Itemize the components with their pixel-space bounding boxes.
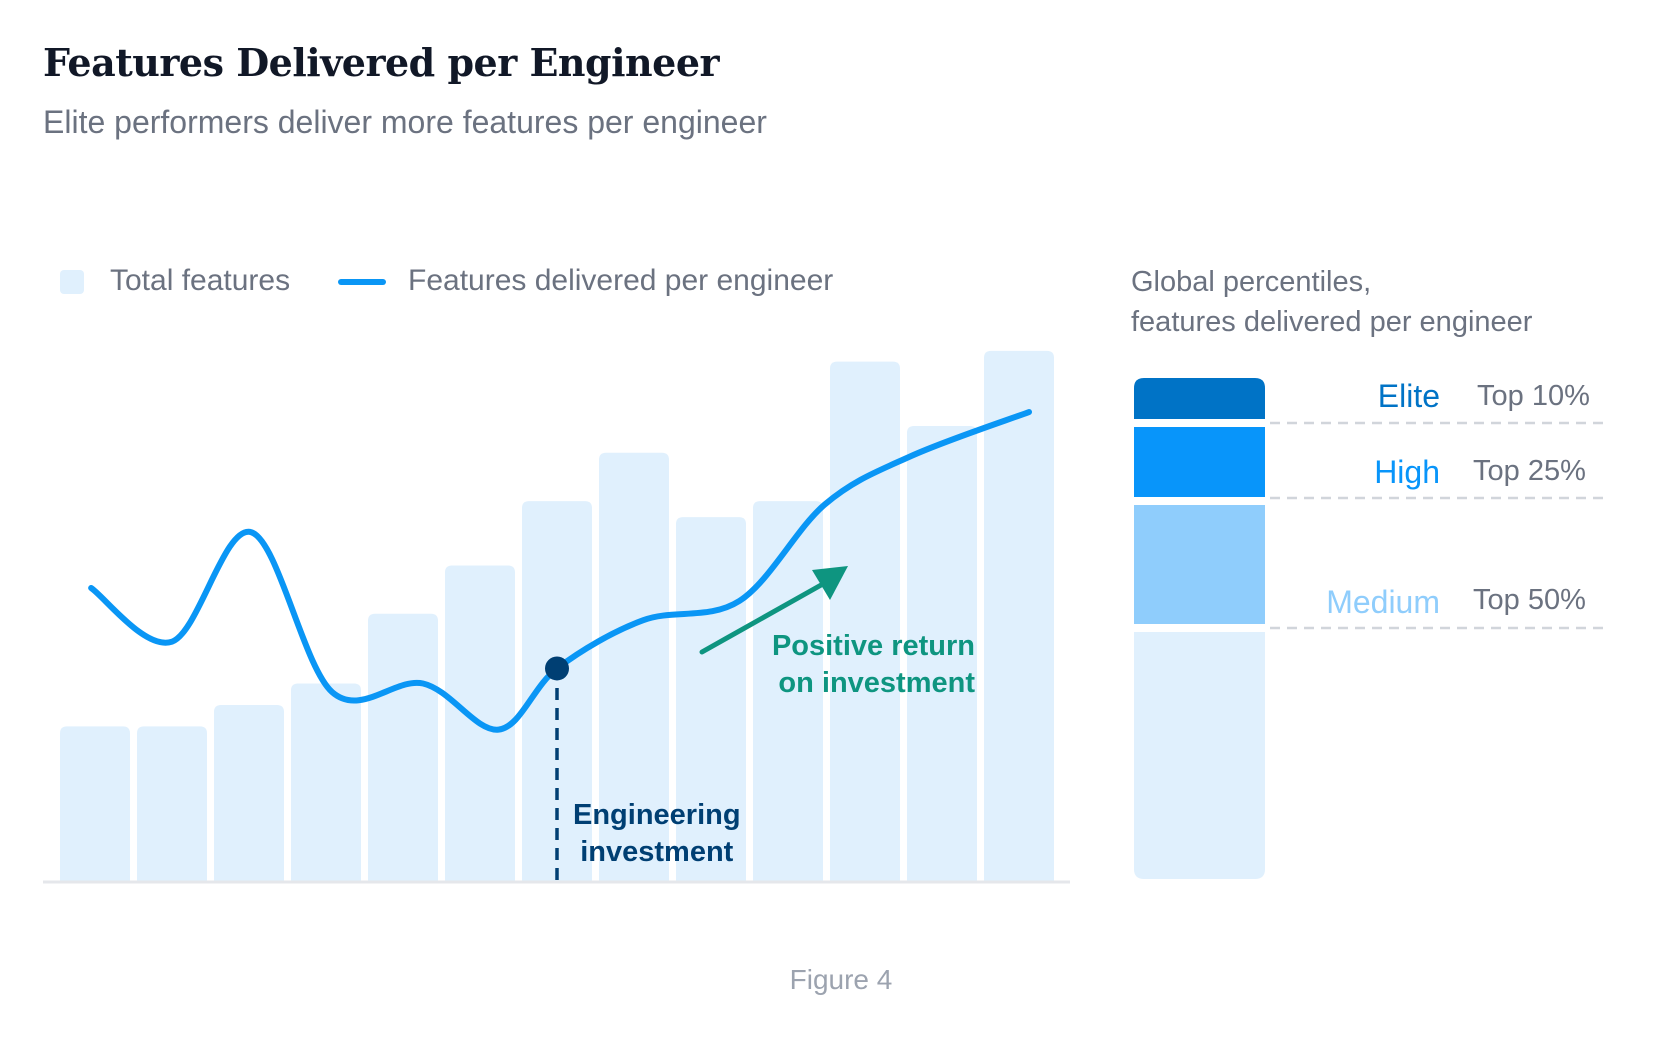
tier-elite-label: Elite: [1377, 378, 1440, 414]
investment-annotation: Engineering investment: [573, 797, 741, 871]
percentile-high-segment: [1134, 427, 1265, 497]
investment-annotation-line1: Engineering: [573, 799, 741, 831]
legend-bar-swatch: [60, 270, 84, 294]
bar-total-features: [291, 683, 361, 882]
bar-total-features: [907, 425, 977, 882]
tier-elite-rank: Top 10%: [1477, 380, 1590, 412]
tier-medium-rank: Top 50%: [1473, 584, 1586, 616]
tier-high-label: High: [1374, 454, 1440, 490]
tier-medium-label: Medium: [1326, 584, 1440, 620]
bar-total-features: [137, 726, 207, 882]
percentiles-title: Global percentiles, features delivered p…: [1131, 262, 1532, 342]
chart-subtitle: Elite performers deliver more features p…: [43, 104, 767, 140]
tier-high-rank: Top 25%: [1473, 455, 1586, 487]
percentiles-title-line1: Global percentiles,: [1131, 266, 1372, 298]
percentile-base-segment: [1134, 632, 1265, 879]
roi-annotation-line1: Positive return: [771, 630, 975, 662]
features-per-engineer-line: [88, 409, 1033, 733]
percentile-medium-segment: [1134, 505, 1265, 624]
legend-total-features: Total features: [110, 264, 291, 297]
percentile-elite-segment: [1134, 378, 1265, 419]
bar-total-features: [60, 726, 130, 882]
bar-total-features: [214, 704, 284, 882]
legend-features-per-engineer: Features delivered per engineer: [408, 264, 834, 297]
bar-total-features: [830, 361, 900, 883]
roi-arrow-shaft: [699, 577, 833, 655]
percentiles-title-line2: features delivered per engineer: [1131, 306, 1533, 338]
figure-caption: Figure 4: [789, 964, 893, 995]
investment-annotation-line2: investment: [580, 836, 734, 868]
bar-total-features: [984, 350, 1054, 882]
bar-total-features: [599, 452, 669, 882]
bar-total-features: [368, 613, 438, 882]
roi-annotation-line2: on investment: [778, 667, 975, 699]
roi-annotation: Positive return on investment: [772, 628, 975, 702]
legend-line-swatch: [338, 279, 386, 285]
chart-title: Features Delivered per Engineer: [43, 40, 720, 85]
investment-point: [545, 656, 569, 681]
roi-arrow-head: [812, 566, 848, 600]
